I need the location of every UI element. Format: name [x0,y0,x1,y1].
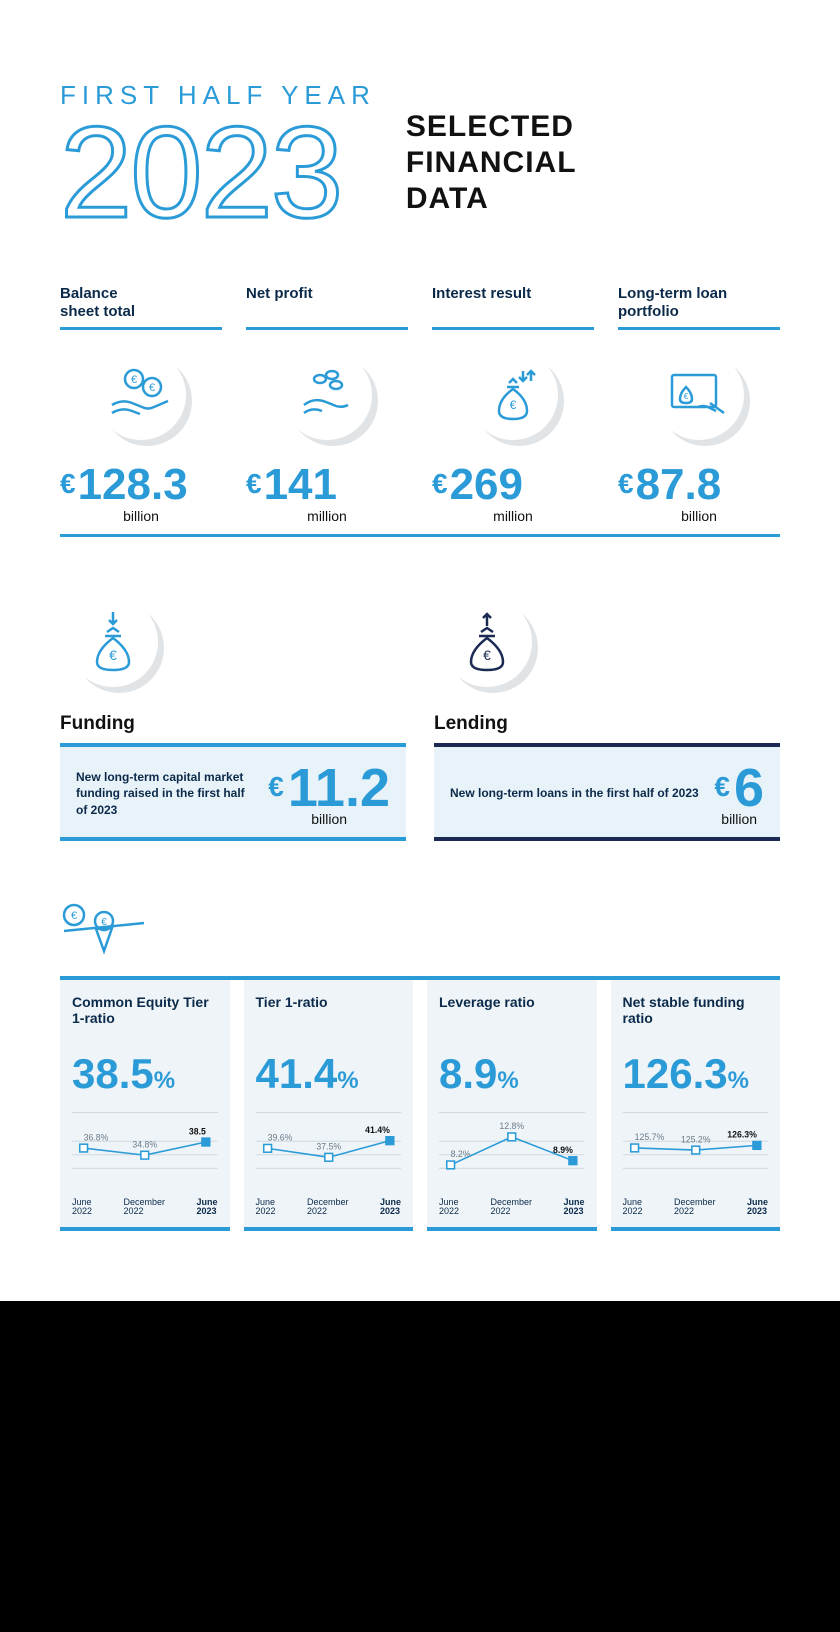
svg-text:125.2%: 125.2% [680,1134,710,1144]
kpi-label: Net profit [246,285,408,330]
header: FIRST HALF YEAR 2023 SELECTED FINANCIAL … [60,80,780,235]
svg-text:38.5: 38.5 [189,1126,206,1136]
funding-block: € Funding New long-term capital market f… [60,577,406,841]
svg-text:37.5%: 37.5% [316,1141,341,1151]
kpi-interest-result: Interest result € €269 million [432,285,594,524]
kpi-label: Interest result [432,285,594,330]
hands-coins-icon: € € [96,350,186,440]
lending-block: € Lending New long-term loans in the fir… [434,577,780,841]
ratio-axis: June2022December2022June2023 [439,1198,585,1218]
scale-icon: € € [60,901,780,962]
funding-title: Funding [60,713,406,735]
svg-text:8.9%: 8.9% [553,1144,573,1154]
svg-text:€: € [510,398,517,412]
lending-desc: New long-term loans in the first half of… [450,785,700,801]
ratio-sparkline: 125.7% 125.2% 126.3% [623,1113,769,1183]
kpi-label: Long-term loan portfolio [618,285,780,330]
funding-value: €11.2 billion [268,761,390,827]
ratio-chart: 8.2% 12.8% 8.9% [439,1112,585,1192]
svg-text:€: € [109,647,117,663]
lending-value: €6 billion [714,761,764,827]
header-title: SELECTED FINANCIAL DATA [406,109,577,235]
year-2: 2 [60,99,130,245]
kpi-unit: billion [618,508,780,524]
ratio-axis: June2022December2022June2023 [623,1198,769,1218]
svg-text:126.3%: 126.3% [727,1129,757,1139]
ratio-chart: 36.8% 34.8% 38.5 [72,1112,218,1192]
ratio-title: Tier 1-ratio [256,994,402,1032]
bag-in-icon: € [68,597,158,687]
ratio-title: Leverage ratio [439,994,585,1032]
bag-out-icon: € [442,597,532,687]
ratio-sparkline: 36.8% 34.8% 38.5 [72,1113,218,1183]
header-left: FIRST HALF YEAR 2023 [60,80,376,235]
kpi-loan-portfolio: Long-term loan portfolio € €87.8 billion [618,285,780,524]
ratio-value: 38.5% [72,1050,218,1098]
svg-text:€: € [483,647,491,663]
kpi-divider [60,534,780,537]
tablet-hand-icon: € [654,350,744,440]
year-0: 0 [130,99,200,245]
funding-box: New long-term capital market funding rai… [60,743,406,841]
hand-coins-icon [282,350,372,440]
kpi-value: €269 [432,460,594,510]
ratio-card: Net stable funding ratio126.3%125.7%125.… [611,980,781,1232]
kpi-label: Balance sheet total [60,285,222,330]
ratio-card: Tier 1-ratio 41.4% 39.6% 37.5% 41.4% June2022… [244,980,414,1232]
kpi-unit: million [432,508,594,524]
svg-text:41.4%: 41.4% [365,1124,390,1134]
lending-box: New long-term loans in the first half of… [434,743,780,841]
lending-title: Lending [434,713,780,735]
ratio-axis: June2022December2022June2023 [256,1198,402,1218]
header-year: 2023 [60,111,376,235]
kpi-unit: million [246,508,408,524]
ratio-value: 8.9% [439,1050,585,1098]
kpi-value: €141 [246,460,408,510]
ratio-value: 41.4% [256,1050,402,1098]
svg-text:€: € [149,382,155,394]
year-2b: 2 [201,99,271,245]
svg-text:36.8%: 36.8% [84,1132,109,1142]
kpi-value: €128.3 [60,460,222,510]
ratio-sparkline: 39.6% 37.5% 41.4% [256,1113,402,1183]
header-title-l1: SELECTED [406,109,577,145]
bag-arrows-icon: € [468,350,558,440]
kpi-balance-sheet: Balance sheet total € € €128.3 billion [60,285,222,524]
svg-text:34.8%: 34.8% [132,1139,157,1149]
kpi-row: Balance sheet total € € €128.3 billion N… [60,285,780,524]
funding-lending-row: € Funding New long-term capital market f… [60,577,780,841]
kpi-value: €87.8 [618,460,780,510]
svg-text:€: € [684,392,689,401]
ratio-value: 126.3% [623,1050,769,1098]
funding-desc: New long-term capital market funding rai… [76,769,254,818]
ratio-card: Common Equity Tier 1-ratio 38.5% 36.8% 34.8… [60,980,230,1232]
ratio-chart: 125.7% 125.2% 126.3% [623,1112,769,1192]
svg-text:8.2%: 8.2% [451,1149,471,1159]
infographic-page: FIRST HALF YEAR 2023 SELECTED FINANCIAL … [0,0,840,1301]
kpi-net-profit: Net profit €141 million [246,285,408,524]
ratio-chart: 39.6% 37.5% 41.4% [256,1112,402,1192]
kpi-unit: billion [60,508,222,524]
svg-text:39.6%: 39.6% [267,1132,292,1142]
ratio-card: Leverage ratio 8.9% 8.2% 12.8% 8.9% June2022D… [427,980,597,1232]
ratio-axis: June2022December2022June2023 [72,1198,218,1218]
ratios-row: Common Equity Tier 1-ratio 38.5% 36.8% 34.8… [60,980,780,1232]
svg-text:12.8%: 12.8% [499,1121,524,1131]
ratio-title: Net stable funding ratio [623,994,769,1032]
svg-text:125.7%: 125.7% [634,1132,664,1142]
ratio-title: Common Equity Tier 1-ratio [72,994,218,1032]
header-title-l2: FINANCIAL [406,145,577,181]
svg-text:€: € [71,910,77,922]
svg-text:€: € [131,374,137,386]
header-title-l3: DATA [406,181,577,217]
year-3: 3 [271,99,341,245]
ratio-sparkline: 8.2% 12.8% 8.9% [439,1113,585,1183]
